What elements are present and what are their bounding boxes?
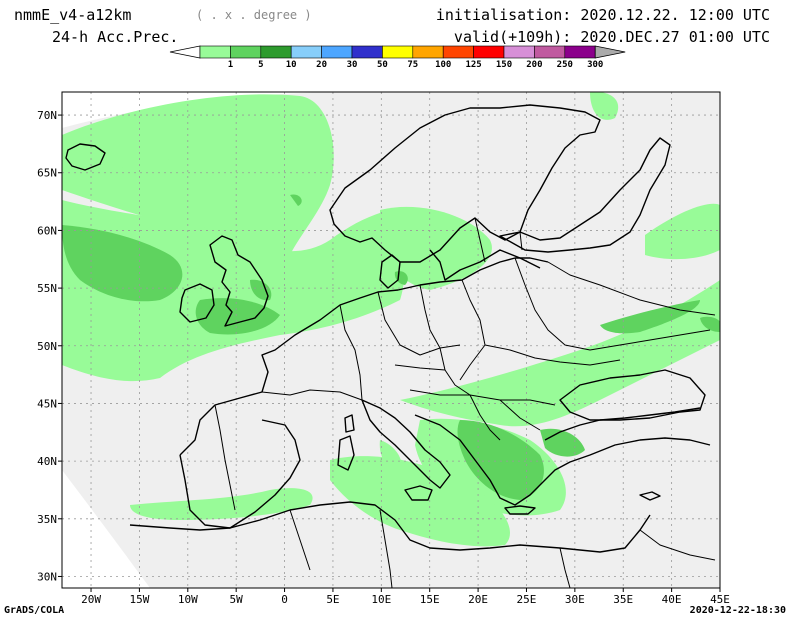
lat-tick-label: 65N: [37, 167, 57, 180]
lon-tick-label: 45E: [710, 593, 730, 606]
colorbar-level-label: 75: [407, 60, 418, 70]
colorbar-level-label: 10: [286, 60, 297, 70]
lat-tick-label: 50N: [37, 340, 57, 353]
colorbar: 1 5 10 20 30 50 75 100 125 150 200 250 300: [169, 45, 626, 70]
field-label: 24-h Acc.Prec.: [52, 28, 178, 46]
valid-time: valid(+109h): 2020.DEC.27 01:00 UTC: [454, 28, 770, 46]
colorbar-box: [564, 45, 596, 59]
country-borders: [214, 217, 716, 588]
colorbar-box: [321, 45, 353, 59]
lon-tick-label: 40E: [662, 593, 682, 606]
software-credit: GrADS/COLA: [4, 605, 64, 616]
latitude-labels: 30N 35N 40N 45N 50N 55N 60N 65N 70N: [37, 109, 62, 583]
colorbar-level-label: 50: [377, 60, 388, 70]
colorbar-level-label: 200: [526, 60, 542, 70]
colorbar-level-label: 150: [496, 60, 512, 70]
colorbar-level-label: 300: [587, 60, 603, 70]
colorbar-box: [351, 45, 383, 59]
lon-tick-label: 10E: [371, 593, 391, 606]
colorbar-level-label: 1: [228, 60, 233, 70]
lat-tick-label: 55N: [37, 282, 57, 295]
lon-tick-label: 5W: [230, 593, 244, 606]
colorbar-box: [290, 45, 322, 59]
colorbar-level-label: 30: [347, 60, 358, 70]
lon-tick-label: 0: [281, 593, 288, 606]
precip-mid: [62, 194, 720, 500]
map-frame: [61, 91, 721, 589]
lat-tick-label: 30N: [37, 570, 57, 583]
colorbar-box: [382, 45, 414, 59]
colorbar-level-label: 250: [557, 60, 573, 70]
lat-tick-label: 35N: [37, 513, 57, 526]
colorbar-box: [473, 45, 505, 59]
lat-tick-label: 40N: [37, 455, 57, 468]
lon-tick-label: 30E: [565, 593, 585, 606]
colorbar-level-label: 100: [435, 60, 451, 70]
lon-tick-label: 15E: [420, 593, 440, 606]
colorbar-box: [230, 45, 262, 59]
gridlines: [62, 92, 720, 588]
colorbar-box: [260, 45, 292, 59]
colorbar-below-arrow: [169, 45, 201, 59]
lat-tick-label: 60N: [37, 224, 57, 237]
lon-tick-label: 10W: [178, 593, 198, 606]
lon-tick-label: 20E: [468, 593, 488, 606]
lon-tick-label: 25E: [517, 593, 537, 606]
model-name: nmmE_v4-a12km: [14, 6, 131, 24]
map-area: [62, 92, 720, 588]
colorbar-box: [412, 45, 444, 59]
units-label: ( . x . degree ): [196, 8, 312, 22]
lon-tick-label: 35E: [613, 593, 633, 606]
lat-tick-label: 45N: [37, 397, 57, 410]
colorbar-level-label: 125: [465, 60, 481, 70]
lon-tick-label: 20W: [81, 593, 101, 606]
lon-tick-label: 5E: [326, 593, 339, 606]
colorbar-above-arrow: [594, 45, 626, 59]
colorbar-level-label: 5: [258, 60, 263, 70]
lon-tick-label: 15W: [129, 593, 149, 606]
colorbar-level-label: 20: [316, 60, 327, 70]
colorbar-box: [442, 45, 474, 59]
initialisation-time: initialisation: 2020.12.22. 12:00 UTC: [436, 6, 770, 24]
lat-tick-label: 70N: [37, 109, 57, 122]
colorbar-box: [534, 45, 566, 59]
colorbar-box: [503, 45, 535, 59]
colorbar-box: [199, 45, 231, 59]
longitude-labels: 20W 15W 10W 5W 0 5E 10E 15E 20E 25E 30E 35E 40E 45E: [81, 588, 730, 606]
creation-timestamp: 2020-12-22-18:30: [690, 605, 786, 616]
